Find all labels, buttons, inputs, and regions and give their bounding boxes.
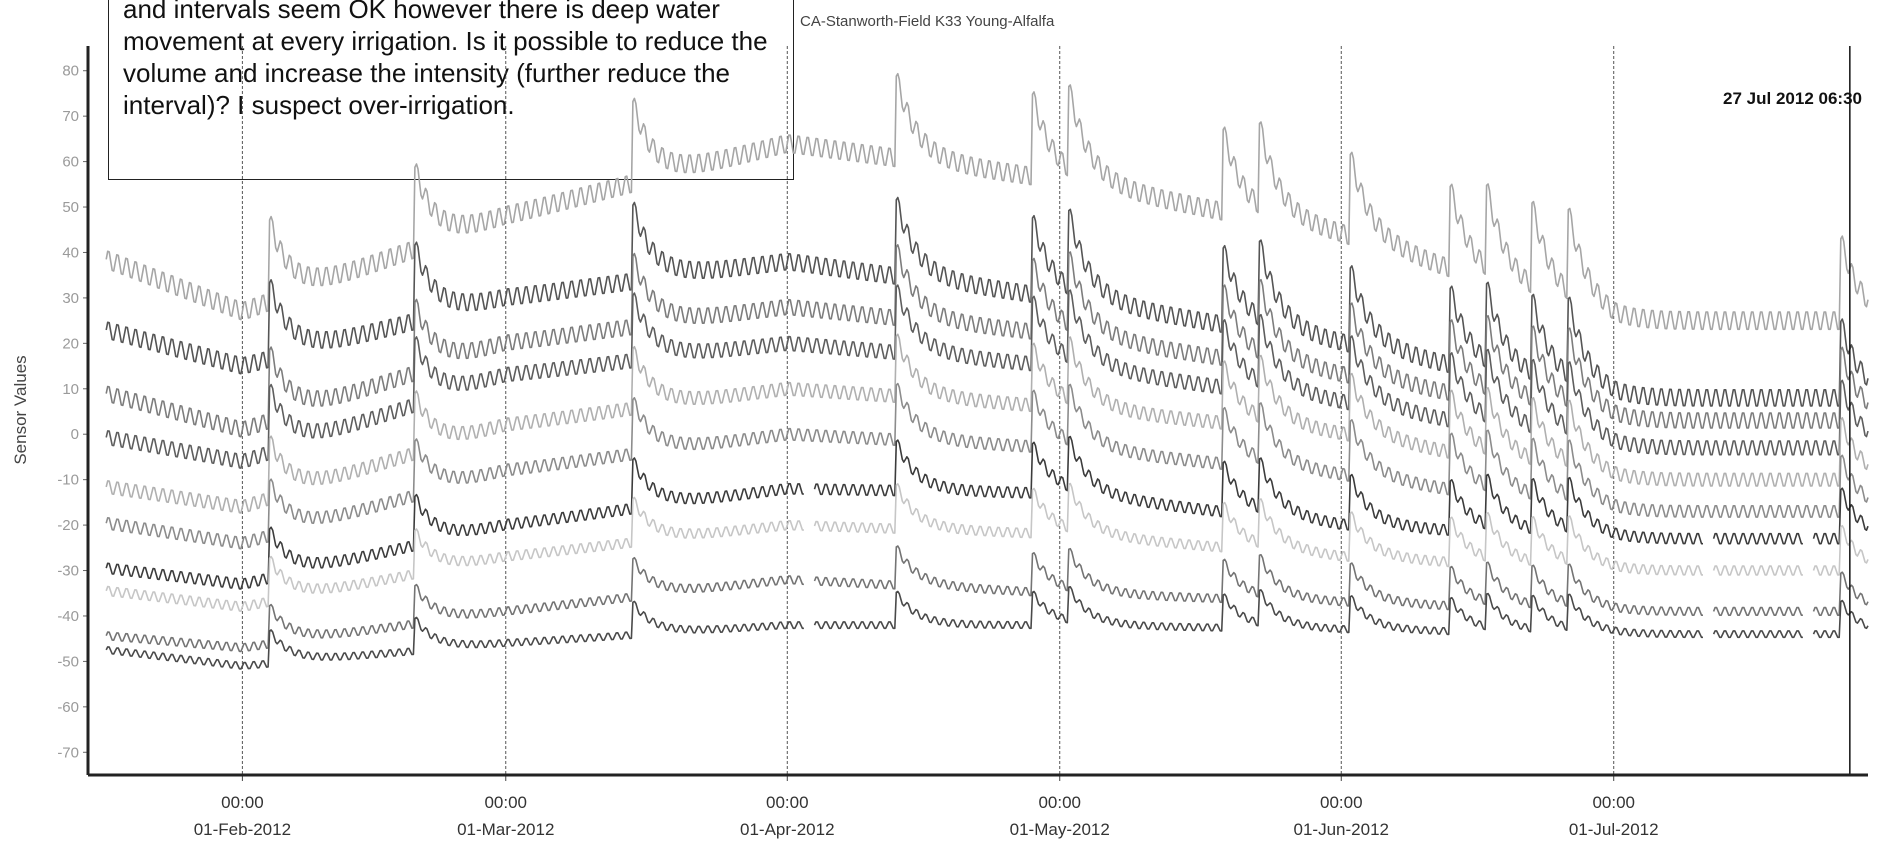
y-tick-label: 20 bbox=[62, 335, 79, 352]
y-axis-label: Sensor Values bbox=[11, 355, 30, 464]
x-tick-labels: 00:00 01-Feb-2012 00:00 01-Mar-2012 00:00 01-… bbox=[194, 793, 1659, 839]
series-line-2 bbox=[105, 196, 1869, 407]
x-tick-date: 01-Feb-2012 bbox=[194, 820, 291, 839]
y-tick-label: -70 bbox=[57, 744, 79, 761]
x-tick-date: 01-May-2012 bbox=[1010, 820, 1110, 839]
series-group bbox=[105, 72, 1869, 670]
x-tick-date: 01-Jun-2012 bbox=[1294, 820, 1389, 839]
series-line-3 bbox=[105, 244, 1869, 438]
y-tick-label: 30 bbox=[62, 290, 79, 307]
y-tick-label: 50 bbox=[62, 199, 79, 216]
x-tick-time: 00:00 bbox=[221, 793, 264, 812]
series-line-10 bbox=[105, 586, 1869, 670]
chart-title: CA-Stanworth-Field K33 Young-Alfalfa bbox=[800, 13, 1055, 30]
series-line-1 bbox=[105, 72, 1869, 331]
y-tick-label: 10 bbox=[62, 381, 79, 398]
y-tick-label: -30 bbox=[57, 563, 79, 580]
series-line-6 bbox=[105, 382, 1869, 550]
x-tick-date: 01-Mar-2012 bbox=[457, 820, 554, 839]
x-tick-date: 01-Apr-2012 bbox=[740, 820, 835, 839]
series-line-9 bbox=[105, 545, 1869, 653]
x-tick-time: 00:00 bbox=[1592, 793, 1635, 812]
y-tick-labels: 80 70 60 50 40 30 20 10 0 -10 -20 -30 -40 -50 -60 -70 bbox=[57, 63, 79, 762]
x-tick-time: 00:00 bbox=[484, 793, 527, 812]
cursor-timestamp: 27 Jul 2012 06:30 bbox=[1723, 89, 1862, 108]
series-line-4 bbox=[105, 284, 1869, 469]
x-tick-time: 00:00 bbox=[766, 793, 809, 812]
y-tick-label: -40 bbox=[57, 608, 79, 625]
series-line-5 bbox=[105, 333, 1869, 514]
series-line-8 bbox=[105, 482, 1869, 612]
gridlines bbox=[241, 46, 1615, 775]
y-tick-label: -10 bbox=[57, 472, 79, 489]
annotation-text: and intervals seem OK however there is d… bbox=[123, 0, 768, 120]
x-tick-time: 00:00 bbox=[1038, 793, 1081, 812]
y-tick-label: -20 bbox=[57, 517, 79, 534]
y-tick-label: -60 bbox=[57, 699, 79, 716]
axes bbox=[83, 46, 1868, 781]
y-tick-label: 40 bbox=[62, 244, 79, 261]
y-tick-label: 80 bbox=[62, 63, 79, 80]
series-line-7 bbox=[105, 435, 1869, 590]
y-tick-label: -50 bbox=[57, 653, 79, 670]
x-tick-time: 00:00 bbox=[1320, 793, 1363, 812]
x-tick-date: 01-Jul-2012 bbox=[1569, 820, 1659, 839]
y-tick-label: 0 bbox=[71, 426, 79, 443]
annotation-note: and intervals seem OK however there is d… bbox=[108, 0, 794, 180]
y-tick-label: 60 bbox=[62, 154, 79, 171]
y-tick-label: 70 bbox=[62, 108, 79, 125]
